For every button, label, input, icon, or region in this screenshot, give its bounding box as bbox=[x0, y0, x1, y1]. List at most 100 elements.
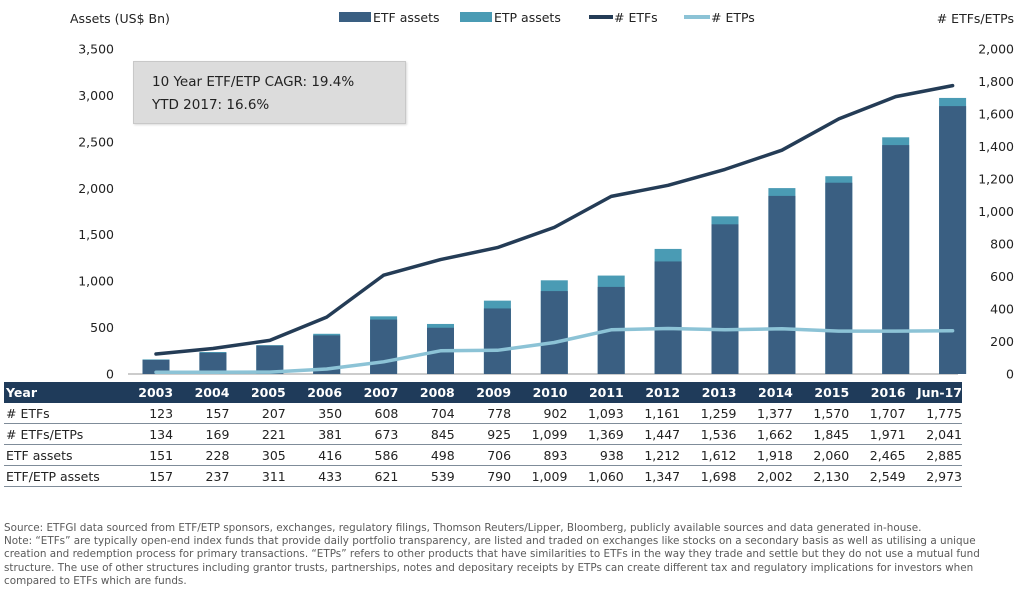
etf-assets-bar bbox=[256, 345, 284, 374]
table-cell: 1,161 bbox=[623, 403, 681, 424]
table-cell: 1,009 bbox=[511, 465, 568, 487]
table-cell: 1,570 bbox=[792, 403, 850, 424]
table-cell: 539 bbox=[398, 465, 455, 487]
etps-count-line bbox=[154, 326, 955, 374]
y-right-tick-label: 0 bbox=[1006, 367, 1014, 382]
table-cell: 1,698 bbox=[680, 465, 737, 487]
table-cell: 2,885 bbox=[905, 444, 962, 466]
table-cell: 157 bbox=[116, 465, 174, 487]
y-left-tick-label: 2,000 bbox=[78, 181, 114, 196]
table-cell: 704 bbox=[398, 403, 455, 424]
y-right-tick-label: 1,600 bbox=[978, 107, 1014, 122]
y-left-tick-label: 2,500 bbox=[78, 134, 114, 149]
assets-chart: Assets (US$ Bn) # ETFs/ETPs ETF assets E… bbox=[70, 10, 1014, 382]
legend-label-etps-count: # ETPs bbox=[711, 10, 755, 25]
table-cell: 1,093 bbox=[567, 403, 624, 424]
y-right-tick-label: 1,200 bbox=[978, 172, 1014, 187]
table-cell: 1,536 bbox=[680, 423, 737, 445]
etf-assets-bar bbox=[882, 145, 910, 374]
etf-assets-bar bbox=[654, 261, 682, 374]
table-cell: 498 bbox=[398, 444, 455, 466]
table-cell: 433 bbox=[285, 465, 343, 487]
table-cell: 1,775 bbox=[905, 403, 962, 424]
table-cell: 1,347 bbox=[623, 465, 681, 487]
table-cell: 2,549 bbox=[849, 465, 906, 487]
y-left-tick-label: 1,500 bbox=[78, 227, 114, 242]
table-row-label: # ETFs bbox=[4, 403, 117, 424]
table-row: # ETFs/ETPs 134 169 221 381 673 845 925 1,099 1,3… bbox=[4, 423, 962, 445]
y-left-axis: 0 500 1,000 1,500 2,000 2,500 3,000 3,500 bbox=[78, 42, 114, 382]
legend-label-etf-assets: ETF assets bbox=[373, 10, 440, 25]
table-header-year: 2005 bbox=[229, 382, 286, 403]
etf-assets-bar bbox=[939, 106, 967, 374]
etf-assets-bar bbox=[825, 182, 853, 374]
y-left-tick-label: 0 bbox=[106, 367, 114, 382]
y-left-axis-title: Assets (US$ Bn) bbox=[70, 11, 170, 26]
table-cell: 2,973 bbox=[905, 465, 962, 487]
etf-assets-bar bbox=[370, 319, 398, 374]
y-right-axis: 0 200 400 600 800 1,000 1,200 1,400 1,600 1,800 2,… bbox=[978, 42, 1014, 382]
table-cell: 621 bbox=[342, 465, 399, 487]
table-header-label: Year bbox=[4, 382, 117, 403]
legend-swatch-etf-assets bbox=[339, 12, 371, 22]
table-row-label: ETF assets bbox=[4, 444, 117, 466]
line-marks bbox=[154, 83, 955, 374]
table-cell: 1,612 bbox=[680, 444, 737, 466]
table-cell: 350 bbox=[285, 403, 343, 424]
table-cell: 1,845 bbox=[792, 423, 850, 445]
table-cell: 2,130 bbox=[792, 465, 850, 487]
source-note: Source: ETFGI data sourced from ETF/ETP … bbox=[4, 522, 922, 534]
table-cell: 1,212 bbox=[623, 444, 681, 466]
table-row-label: # ETFs/ETPs bbox=[4, 423, 117, 445]
table-cell: 123 bbox=[116, 403, 174, 424]
ytd-line: YTD 2017: 16.6% bbox=[152, 97, 270, 113]
y-right-tick-label: 2,000 bbox=[978, 42, 1014, 57]
table-cell: 381 bbox=[285, 423, 343, 445]
y-right-tick-label: 1,400 bbox=[978, 139, 1014, 154]
table-cell: 2,041 bbox=[905, 423, 962, 445]
table-cell: 790 bbox=[454, 465, 512, 487]
table-cell: 1,369 bbox=[567, 423, 624, 445]
table-header-year: 2003 bbox=[116, 382, 174, 403]
table-header-year: 2010 bbox=[511, 382, 568, 403]
y-right-tick-label: 200 bbox=[990, 334, 1014, 349]
table-cell: 706 bbox=[454, 444, 512, 466]
y-right-tick-label: 1,000 bbox=[978, 204, 1014, 219]
y-right-axis-title: # ETFs/ETPs bbox=[937, 11, 1014, 26]
table-cell: 673 bbox=[342, 423, 399, 445]
table-cell: 1,971 bbox=[849, 423, 906, 445]
etf-assets-bar bbox=[199, 352, 227, 374]
table-cell: 586 bbox=[342, 444, 399, 466]
table-header-year: 2015 bbox=[792, 382, 850, 403]
table-row: ETF/ETP assets 157 237 311 433 621 539 790 1,009… bbox=[4, 465, 962, 487]
etf-assets-bar bbox=[540, 291, 568, 374]
table-row: # ETFs 123 157 207 350 608 704 778 902 1,093 1,161… bbox=[4, 403, 962, 424]
cagr-annotation: 10 Year ETF/ETP CAGR: 19.4% YTD 2017: 16… bbox=[133, 61, 406, 124]
table-header-row: Year 2003 2004 2005 2006 2007 2008 2009 2010 2011… bbox=[4, 382, 962, 403]
table-cell: 1,259 bbox=[680, 403, 737, 424]
etfs-count-line bbox=[154, 83, 955, 356]
y-right-tick-label: 600 bbox=[990, 269, 1014, 284]
legend-label-etp-assets: ETP assets bbox=[494, 10, 561, 25]
table-cell: 134 bbox=[116, 423, 174, 445]
table-cell: 902 bbox=[511, 403, 568, 424]
table-header-year: 2011 bbox=[567, 382, 624, 403]
table-header-year: 2009 bbox=[454, 382, 512, 403]
table-cell: 1,099 bbox=[511, 423, 568, 445]
etf-assets-bar bbox=[768, 195, 796, 374]
table-cell: 1,662 bbox=[736, 423, 793, 445]
table-header-year: 2014 bbox=[736, 382, 793, 403]
table-cell: 2,060 bbox=[792, 444, 850, 466]
table-cell: 925 bbox=[454, 423, 512, 445]
table-cell: 228 bbox=[173, 444, 230, 466]
table-header-year: 2007 bbox=[342, 382, 399, 403]
cagr-line: 10 Year ETF/ETP CAGR: 19.4% bbox=[152, 74, 355, 90]
table-header-year: 2008 bbox=[398, 382, 455, 403]
table-cell: 2,002 bbox=[736, 465, 793, 487]
table-cell: 207 bbox=[229, 403, 286, 424]
y-right-tick-label: 1,800 bbox=[978, 74, 1014, 89]
legend: ETF assets ETP assets # ETFs # ETPs bbox=[339, 10, 755, 25]
table-cell: 221 bbox=[229, 423, 286, 445]
table-cell: 237 bbox=[173, 465, 230, 487]
etf-assets-bar bbox=[483, 308, 511, 374]
